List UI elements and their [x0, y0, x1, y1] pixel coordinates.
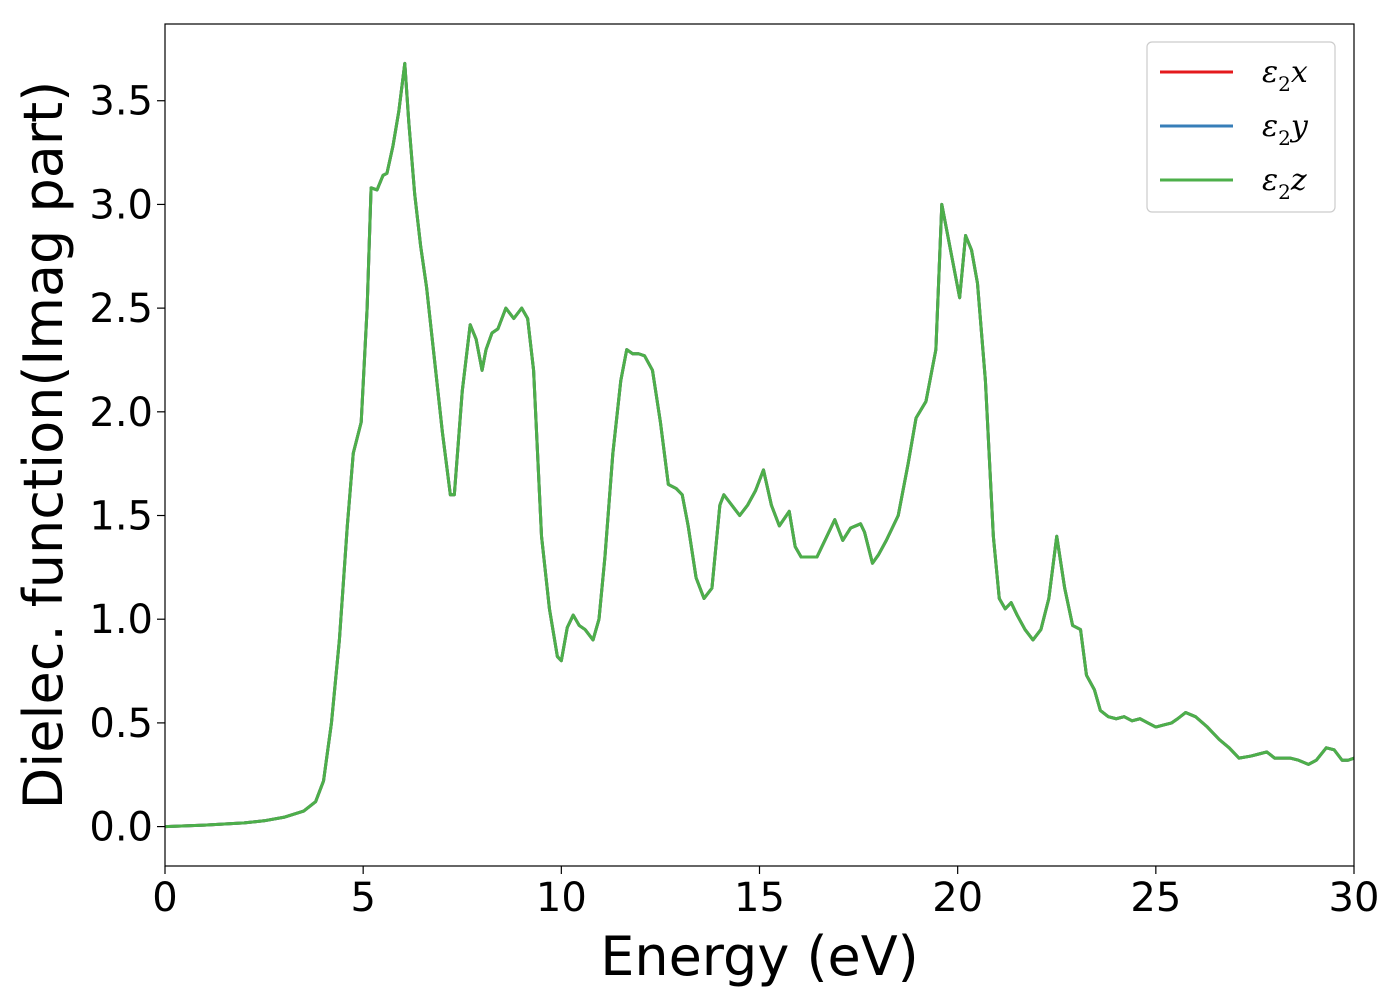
y-tick-label: 3.5: [89, 79, 153, 125]
legend-box: [1146, 41, 1336, 213]
x-tick-label: 5: [350, 875, 375, 921]
x-tick-label: 10: [536, 875, 587, 921]
x-axis: 0 5 10 15 20 25 30: [152, 866, 1379, 921]
y-axis-label: Dielec. function(Imag part): [12, 81, 75, 810]
legend-label-y: ε2y: [1262, 109, 1309, 150]
y-axis: 0.0 0.5 1.0 1.5 2.0 2.5 3.0 3.5: [89, 79, 165, 851]
x-tick-label: 20: [932, 875, 983, 921]
y-tick-label: 3.0: [89, 182, 153, 228]
x-tick-label: 0: [152, 875, 177, 921]
y-tick-label: 2.5: [89, 286, 153, 332]
x-tick-label: 15: [734, 875, 785, 921]
y-tick-label: 1.0: [89, 597, 153, 643]
y-tick-label: 0.5: [89, 701, 153, 747]
legend: ε2x ε2y ε2z: [1146, 41, 1336, 213]
legend-label-x: ε2x: [1262, 55, 1308, 96]
y-tick-label: 0.0: [89, 805, 153, 851]
series-line-z: [165, 61, 1354, 829]
x-tick-label: 30: [1329, 875, 1380, 921]
legend-label-z: ε2z: [1262, 163, 1307, 204]
x-tick-label: 25: [1130, 875, 1181, 921]
y-tick-label: 2.0: [89, 390, 153, 436]
y-tick-label: 1.5: [89, 494, 153, 540]
series-layer: [165, 61, 1354, 829]
x-axis-label: Energy (eV): [600, 925, 919, 988]
